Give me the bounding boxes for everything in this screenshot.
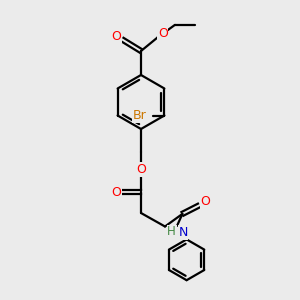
- Text: O: O: [136, 163, 146, 176]
- Text: Br: Br: [132, 109, 146, 122]
- Text: O: O: [158, 27, 168, 40]
- Text: N: N: [178, 226, 188, 239]
- Text: O: O: [112, 29, 121, 43]
- Text: O: O: [112, 185, 121, 199]
- Text: H: H: [167, 225, 176, 239]
- Text: O: O: [201, 195, 210, 208]
